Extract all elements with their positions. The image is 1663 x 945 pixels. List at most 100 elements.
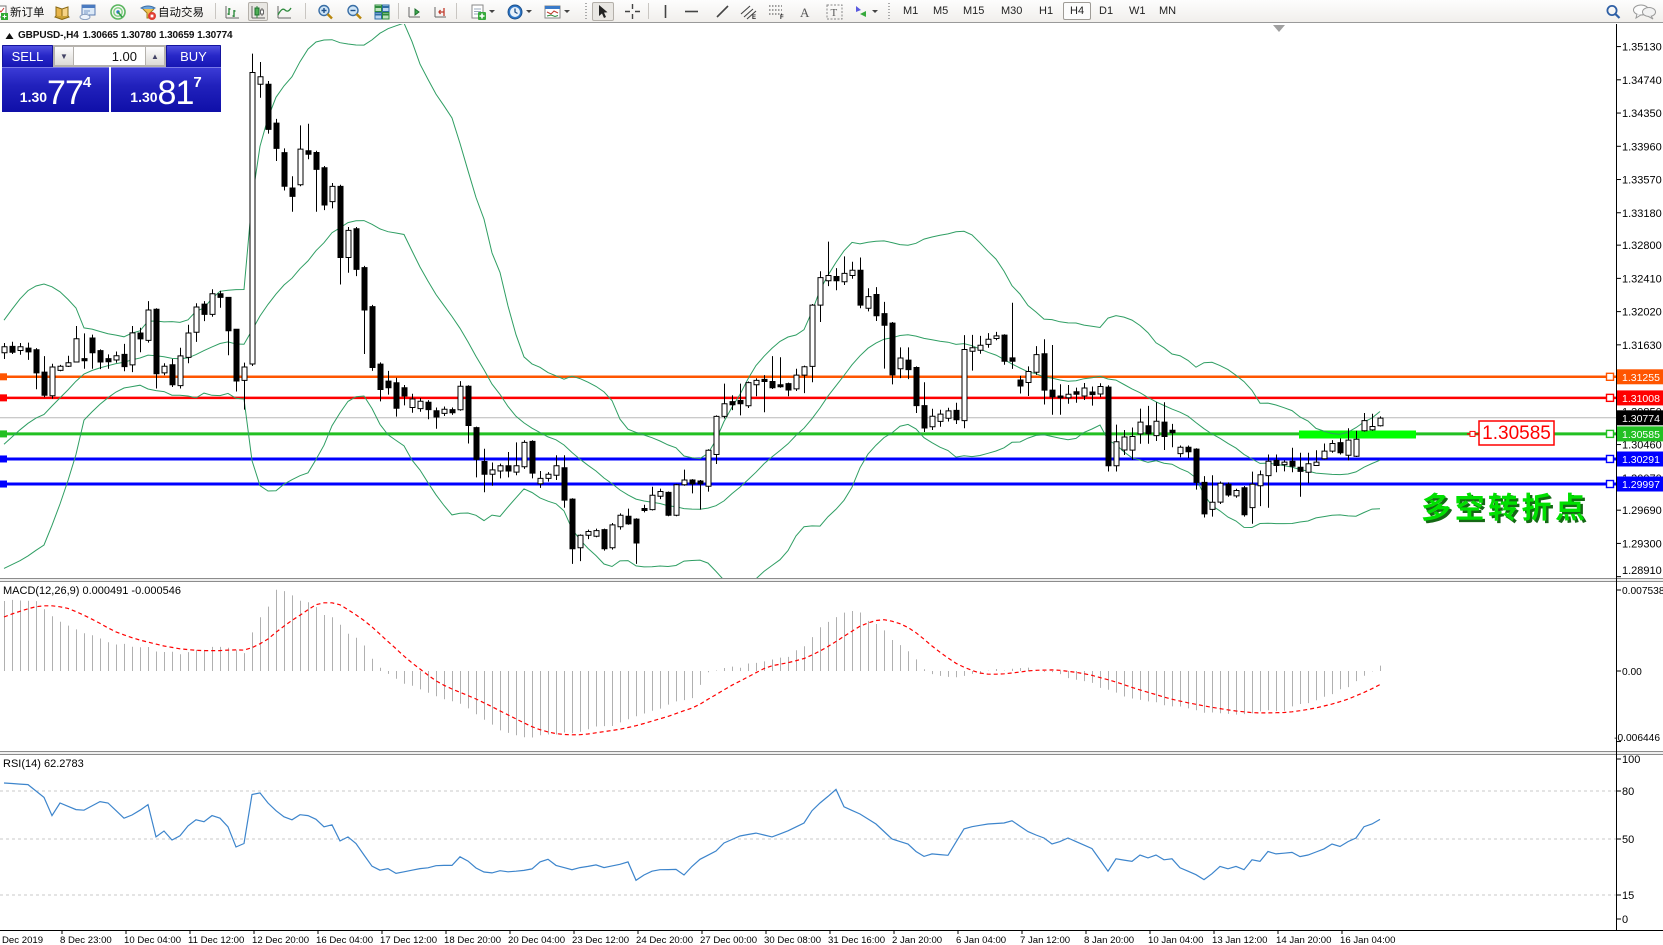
search-icon[interactable] — [1602, 2, 1624, 21]
price-axis-label: 1.34740 — [1622, 75, 1662, 87]
new-chart-icon[interactable] — [0, 2, 8, 21]
timeframe-W1[interactable]: W1 — [1129, 5, 1146, 17]
autotrading-button[interactable] — [157, 2, 207, 21]
timeframe-M30[interactable]: M30 — [1001, 5, 1023, 17]
market-watch-icon[interactable] — [52, 2, 72, 21]
price-axis-label: 1.28910 — [1622, 565, 1662, 577]
data-window-icon[interactable] — [78, 2, 98, 21]
rsi-axis-label: 80 — [1622, 786, 1634, 798]
time-axis-label: 14 Jan 20:00 — [1276, 935, 1331, 945]
bollinger-upper-band — [3, 24, 1381, 460]
pivot-line-right-anchor[interactable] — [1605, 429, 1615, 439]
chat-icon[interactable] — [1630, 2, 1658, 21]
rsi-label: RSI(14) 62.2783 — [3, 758, 84, 770]
timeframe-D1[interactable]: D1 — [1099, 5, 1114, 17]
support-line-1-price-tag: 1.30291 — [1617, 451, 1663, 467]
one-click-top-row: SELL ▼ 1.00 ▲ BUY — [2, 45, 221, 67]
resistance-line-2-right-anchor[interactable] — [1605, 393, 1615, 403]
macd-histogram — [4, 589, 1381, 738]
bid-price-tag-bg — [1617, 410, 1663, 426]
volume-box: ▼ 1.00 ▲ — [53, 45, 166, 67]
resistance-line-1-right-anchor[interactable] — [1605, 372, 1615, 382]
vertical-line-icon[interactable] — [655, 2, 675, 21]
volume-increase-button[interactable]: ▲ — [145, 46, 165, 66]
annotation-text[interactable] — [1421, 489, 1595, 525]
chart-shift-marker[interactable] — [1273, 25, 1285, 32]
auto-scroll-icon[interactable] — [404, 2, 424, 21]
templates-icon[interactable] — [542, 2, 572, 21]
timeframe-H4[interactable]: H4 — [1063, 2, 1092, 20]
pivot-line-left-anchor[interactable] — [0, 430, 7, 438]
volume-decrease-button[interactable]: ▼ — [54, 46, 74, 66]
chart-shift-icon[interactable] — [430, 2, 450, 21]
pane-separator[interactable] — [0, 578, 1663, 582]
price-axis-label: 1.32800 — [1622, 240, 1662, 252]
candlestick-chart-icon[interactable] — [248, 2, 268, 21]
resistance-line-2-left-anchor[interactable] — [0, 394, 7, 402]
text-label-icon[interactable]: T — [823, 2, 845, 21]
timeframe-MN[interactable]: MN — [1159, 5, 1177, 17]
time-axis-label: 7 Jan 12:00 — [1020, 935, 1070, 945]
buy-button[interactable]: BUY — [166, 45, 221, 67]
autotrading-icon[interactable] — [138, 2, 158, 21]
svg-text:T: T — [830, 7, 837, 19]
buy-price-small: 1.30 — [130, 89, 158, 105]
volume-input[interactable]: 1.00 — [74, 46, 145, 66]
trendline-icon[interactable] — [712, 2, 732, 21]
buy-price-panel[interactable]: 1.30 81 7 — [111, 67, 221, 112]
line-chart-icon[interactable] — [274, 2, 294, 21]
support-line-1-left-anchor[interactable] — [0, 455, 7, 463]
time-axis-label: 20 Dec 04:00 — [508, 935, 565, 945]
bar-chart-icon[interactable] — [222, 2, 242, 21]
time-axis-label: 5 Dec 2019 — [0, 935, 43, 945]
signals-icon[interactable] — [108, 2, 128, 21]
indicators-icon[interactable] — [468, 2, 498, 21]
resistance-line-1-left-anchor[interactable] — [0, 373, 7, 381]
pane-separator[interactable] — [0, 751, 1663, 755]
rsi-axis-label: 0 — [1622, 914, 1628, 926]
sell-price-sup: 4 — [82, 74, 92, 91]
rsi-axis-label: 100 — [1622, 754, 1640, 766]
text-icon[interactable]: A — [795, 2, 815, 21]
price-axis-label: 1.32410 — [1622, 273, 1662, 285]
zoom-in-icon[interactable] — [315, 2, 335, 21]
svg-text:E: E — [752, 15, 756, 20]
rsi-axis-label: 50 — [1622, 834, 1634, 846]
support-line-1-right-anchor[interactable] — [1605, 454, 1615, 464]
macd-label: MACD(12,26,9) 0.000491 -0.000546 — [3, 585, 181, 597]
macd-axis-label: -0.006446 — [1614, 733, 1660, 744]
sell-price-panel[interactable]: 1.30 77 4 — [2, 67, 109, 112]
toolbar-grip — [585, 3, 587, 19]
price-axis-label: 1.33570 — [1622, 175, 1662, 187]
timeframe-M5[interactable]: M5 — [933, 5, 949, 17]
zoom-out-icon[interactable] — [344, 2, 364, 21]
new-order-button[interactable] — [10, 2, 46, 21]
horizontal-line-icon[interactable] — [681, 2, 701, 21]
crosshair-icon[interactable] — [621, 2, 643, 21]
support-line-2-left-anchor[interactable] — [0, 480, 7, 488]
resistance-line-1-price-tag-bg — [1617, 369, 1663, 385]
tile-windows-icon[interactable] — [372, 2, 392, 21]
periods-icon[interactable] — [505, 2, 535, 21]
fibonacci-icon[interactable]: F — [766, 2, 788, 21]
cursor-icon[interactable] — [592, 2, 614, 21]
support-line-2-right-anchor[interactable] — [1605, 479, 1615, 489]
time-axis-label: 24 Dec 20:00 — [636, 935, 693, 945]
time-axis-label: 11 Dec 12:00 — [188, 935, 244, 945]
sell-button[interactable]: SELL — [2, 45, 53, 67]
arrows-icon[interactable] — [851, 2, 881, 21]
timeframe-M15[interactable]: M15 — [963, 5, 985, 17]
pivot-line-price-tag-bg — [1617, 426, 1663, 442]
timeframe-H1[interactable]: H1 — [1039, 5, 1054, 17]
symbol-quote-line: GBPUSD-,H4 1.30665 1.30780 1.30659 1.307… — [5, 30, 233, 41]
price-axis-label: 1.33180 — [1622, 208, 1662, 220]
chart-area[interactable]: 1.30585 1.35130 1.34740 1.34350 1.33960 1.335… — [0, 24, 1663, 945]
collapse-arrow-icon[interactable] — [5, 32, 14, 40]
highlight-zone[interactable] — [1299, 430, 1416, 439]
pivot-price-label[interactable]: 1.30585 — [1467, 420, 1555, 446]
timeframe-M1[interactable]: M1 — [903, 5, 919, 17]
pivot-line-price-tag: 1.30585 — [1617, 426, 1663, 442]
support-line-1-price-tag-bg — [1617, 451, 1663, 467]
equidistant-channel-icon[interactable]: E — [738, 2, 760, 21]
price-chart[interactable]: 1.30585 1.35130 1.34740 1.34350 1.33960 1.335… — [0, 24, 1663, 945]
